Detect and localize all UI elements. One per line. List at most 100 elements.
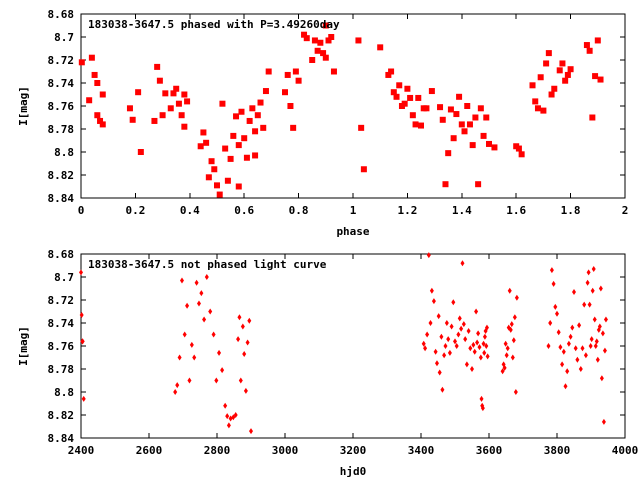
data-point xyxy=(181,123,188,130)
x-tick-label: 0.2 xyxy=(125,204,145,217)
data-point xyxy=(482,349,487,356)
data-point xyxy=(233,113,240,120)
data-point xyxy=(603,316,608,323)
data-point xyxy=(532,98,539,105)
data-point xyxy=(159,112,166,119)
data-point xyxy=(260,124,267,131)
data-point xyxy=(214,182,220,189)
data-point xyxy=(439,116,446,123)
data-point xyxy=(592,316,597,323)
data-point xyxy=(464,361,469,368)
data-point xyxy=(242,351,247,358)
data-point xyxy=(484,324,489,331)
data-point xyxy=(179,277,184,284)
data-point xyxy=(529,82,536,89)
data-point xyxy=(225,413,230,420)
data-point xyxy=(421,340,426,347)
data-point xyxy=(572,288,576,295)
x-tick-label: 1.2 xyxy=(397,204,417,217)
x-tick-label: 1 xyxy=(350,204,357,217)
data-point xyxy=(287,103,294,109)
x-tick-label: 4000 xyxy=(612,444,639,457)
data-point xyxy=(537,74,544,81)
data-point xyxy=(600,330,605,337)
data-point xyxy=(184,98,191,105)
data-point xyxy=(86,97,93,104)
top-x-axis-label: phase xyxy=(336,225,369,238)
x-tick-label: 2600 xyxy=(136,444,163,457)
data-point xyxy=(480,405,485,412)
data-point xyxy=(470,366,474,372)
data-point xyxy=(444,320,449,326)
data-point xyxy=(602,347,607,354)
y-tick-label: 8.76 xyxy=(48,340,75,353)
data-point xyxy=(484,343,489,349)
data-point xyxy=(241,135,248,142)
data-point xyxy=(328,34,335,40)
data-point xyxy=(563,383,568,390)
data-point xyxy=(578,366,583,372)
data-point xyxy=(425,331,430,338)
data-point xyxy=(409,112,416,119)
data-point xyxy=(472,114,479,121)
bottom-data-series xyxy=(79,252,608,435)
x-tick-label: 0 xyxy=(78,204,85,217)
data-point xyxy=(418,122,424,129)
data-point xyxy=(178,112,185,119)
data-point xyxy=(388,68,395,75)
data-point xyxy=(577,322,582,329)
data-point xyxy=(475,181,482,188)
data-point xyxy=(224,177,231,184)
data-point xyxy=(475,339,480,346)
data-point xyxy=(203,139,210,146)
x-tick-label: 2800 xyxy=(204,444,231,457)
data-point xyxy=(594,338,599,345)
data-point xyxy=(575,356,580,363)
x-tick-label: 1.6 xyxy=(506,204,526,217)
data-point xyxy=(175,100,182,107)
data-point xyxy=(567,66,574,73)
data-point xyxy=(311,37,318,44)
data-point xyxy=(565,368,570,375)
data-point xyxy=(91,71,98,78)
bottom-x-axis: 2400 2600 2800 3000 3200 3400 3600 3800 4000 xyxy=(68,254,639,457)
data-point xyxy=(469,142,476,149)
y-tick-label: 8.78 xyxy=(48,123,75,136)
data-point xyxy=(461,128,468,135)
data-point xyxy=(551,280,556,287)
data-point xyxy=(94,80,101,86)
x-tick-label: 3000 xyxy=(272,444,299,457)
data-point xyxy=(217,349,222,356)
data-point xyxy=(454,343,459,349)
y-tick-label: 8.7 xyxy=(54,271,74,284)
data-point xyxy=(582,301,587,308)
x-tick-label: 0.4 xyxy=(180,204,200,217)
data-point xyxy=(518,151,525,158)
data-point xyxy=(282,89,288,96)
data-point xyxy=(238,377,243,384)
x-tick-label: 2 xyxy=(622,204,629,217)
data-point xyxy=(540,107,547,114)
data-point xyxy=(325,37,332,44)
data-point xyxy=(322,54,329,61)
data-point xyxy=(583,352,588,359)
data-point xyxy=(185,302,190,309)
data-point xyxy=(385,71,392,78)
data-point xyxy=(249,428,253,435)
data-point xyxy=(219,100,226,107)
x-tick-label: 2400 xyxy=(68,444,95,457)
data-point xyxy=(573,345,578,352)
data-point xyxy=(598,285,603,292)
data-point xyxy=(88,54,95,61)
y-tick-label: 8.72 xyxy=(48,294,75,307)
data-point xyxy=(154,63,161,70)
data-point xyxy=(230,132,237,139)
data-point xyxy=(426,252,431,259)
data-point xyxy=(511,337,516,344)
bottom-plot-frame xyxy=(80,253,626,439)
data-point xyxy=(585,279,590,286)
y-tick-label: 8.76 xyxy=(48,100,75,113)
data-point xyxy=(580,345,585,352)
y-tick-label: 8.72 xyxy=(48,54,75,67)
y-tick-label: 8.8 xyxy=(54,386,74,399)
